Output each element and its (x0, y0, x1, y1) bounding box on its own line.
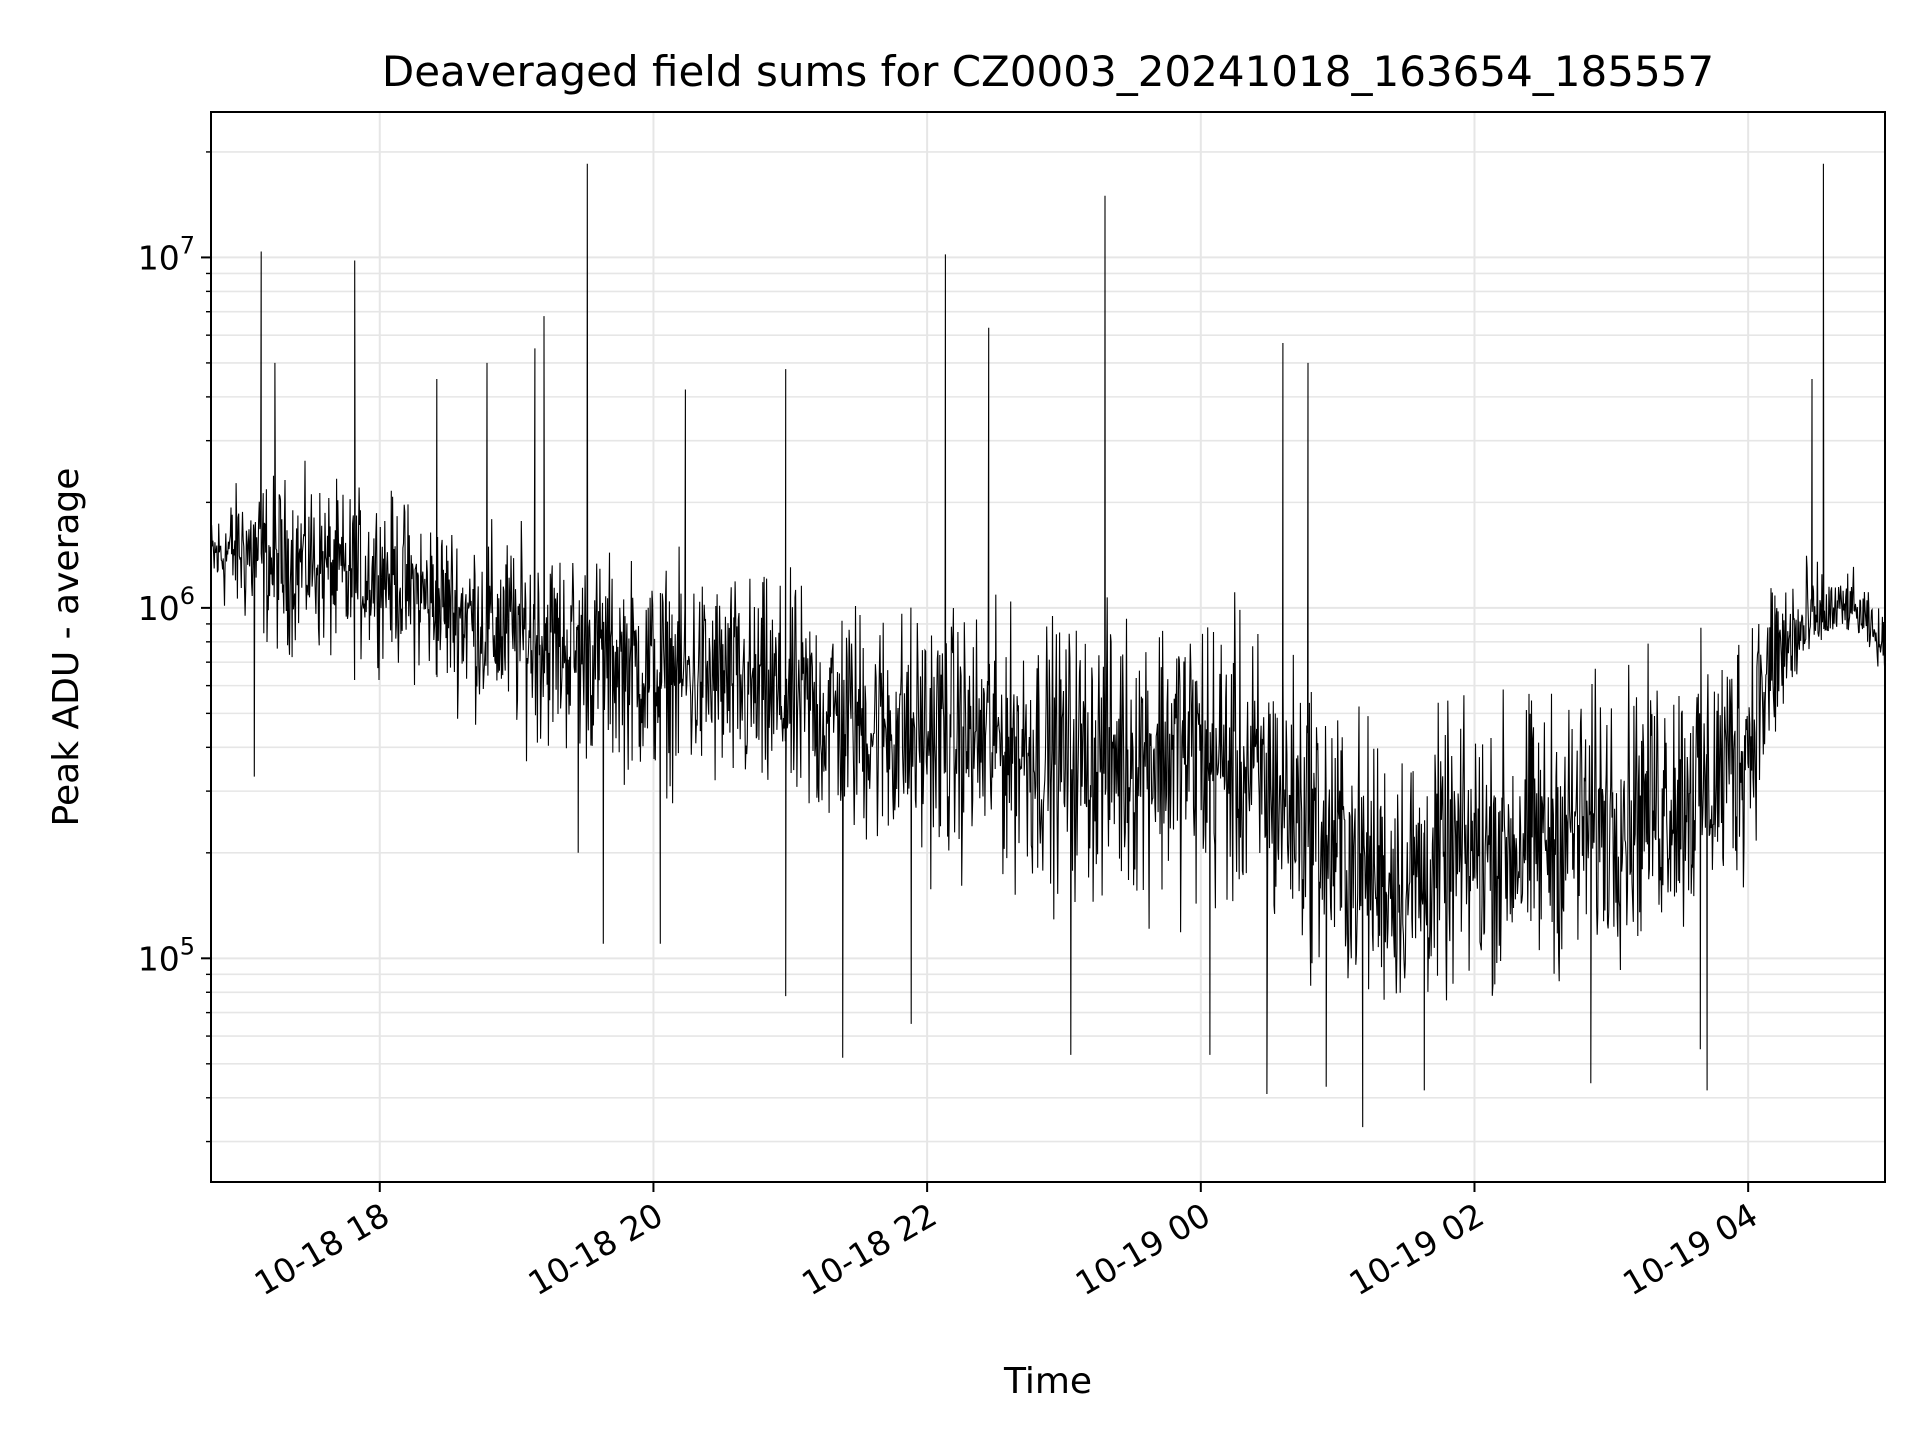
y-tick-label: 106 (138, 582, 195, 628)
x-axis-label: Time (1003, 1361, 1092, 1402)
y-axis: 105 106 107 (138, 151, 211, 1143)
y-tick-label: 107 (138, 231, 195, 277)
y-tick-label: 105 (138, 932, 195, 978)
plot-frame (210, 111, 1886, 1183)
y-axis-label: Peak ADU - average (46, 468, 87, 827)
chart-title: Deaveraged field sums for CZ0003_2024101… (382, 47, 1714, 96)
plot-area (210, 163, 1886, 1128)
series-line (210, 163, 1886, 1128)
